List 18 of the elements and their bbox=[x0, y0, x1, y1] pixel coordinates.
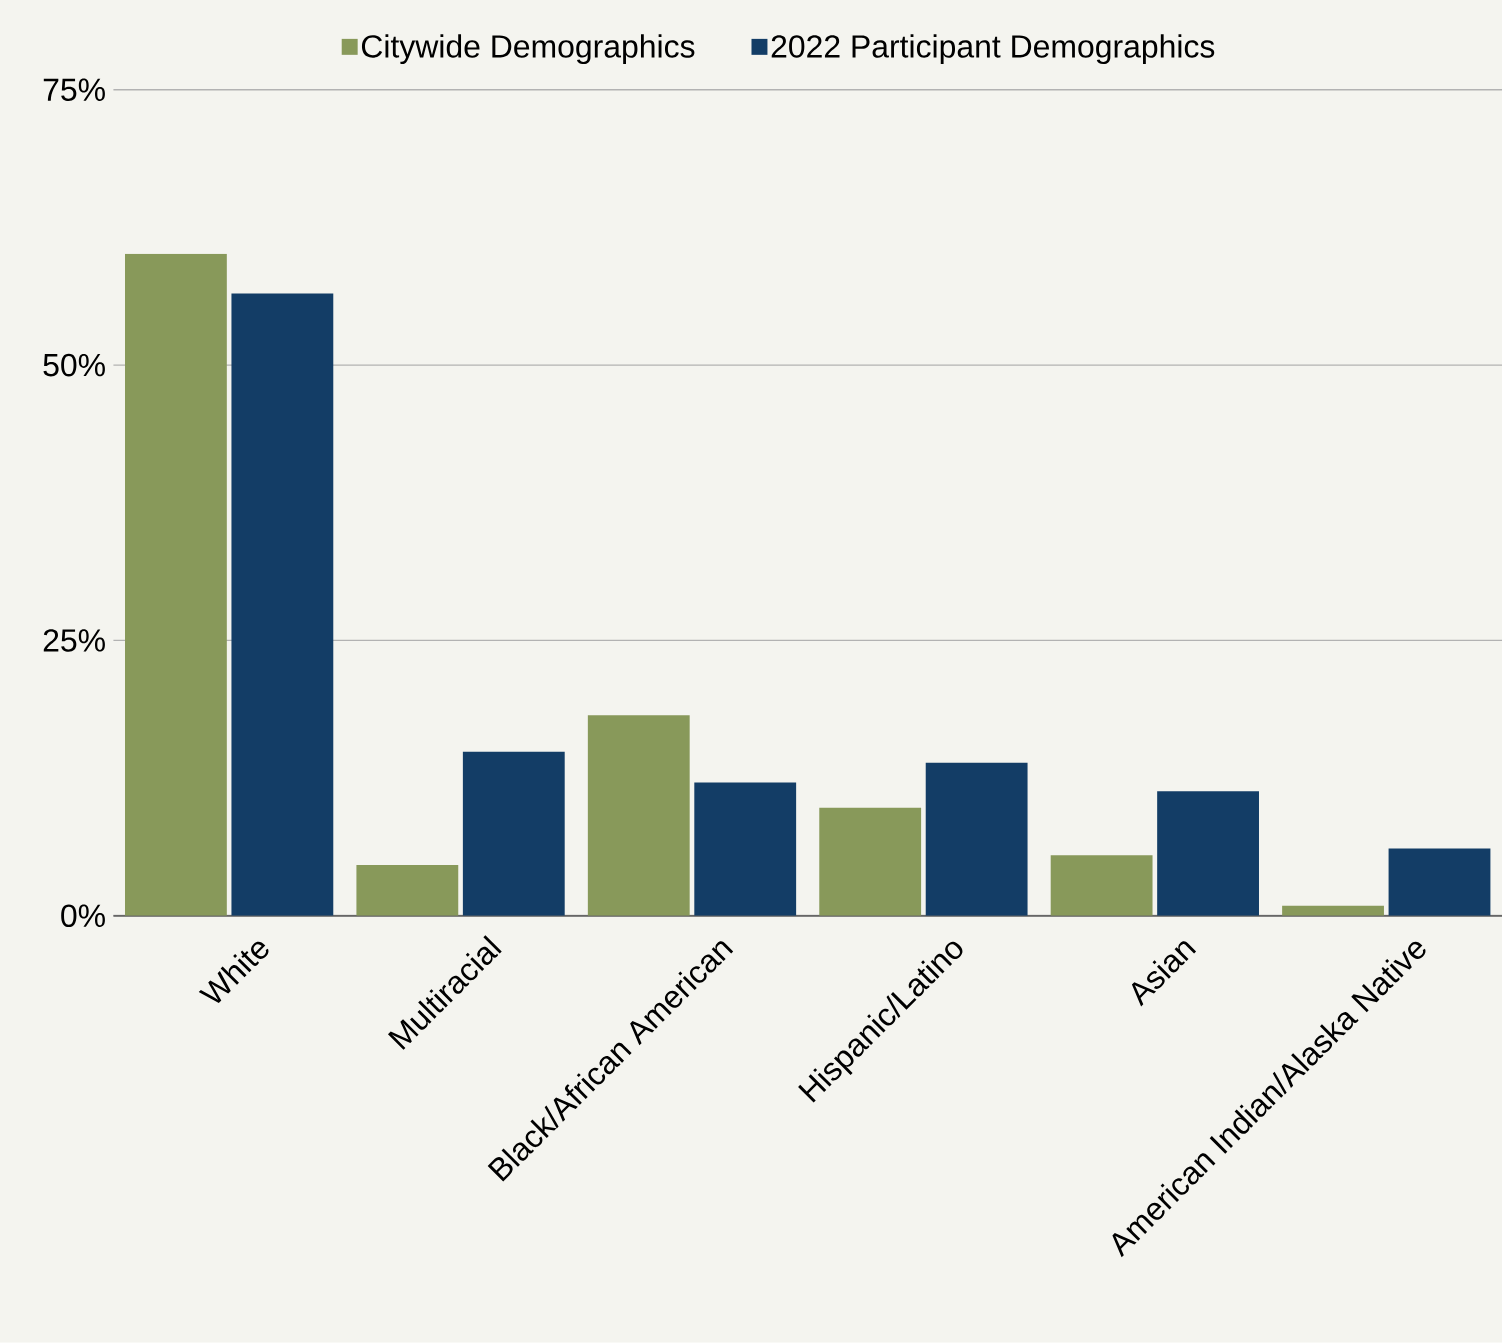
bar bbox=[587, 715, 690, 916]
y-tick-label: 50% bbox=[43, 353, 105, 377]
bar bbox=[231, 293, 334, 916]
bar bbox=[1282, 905, 1384, 916]
bar bbox=[356, 865, 459, 916]
bar bbox=[125, 254, 227, 916]
bar bbox=[819, 807, 922, 916]
bar bbox=[1157, 791, 1259, 916]
bar bbox=[694, 782, 797, 916]
bar bbox=[462, 751, 565, 916]
legend-label: Citywide Demographics bbox=[361, 34, 695, 65]
bar bbox=[1388, 848, 1491, 916]
y-tick-label: 0% bbox=[61, 904, 105, 928]
bar bbox=[925, 762, 1028, 916]
bar bbox=[1050, 855, 1153, 916]
legend-label: 2022 Participant Demographics bbox=[771, 34, 1215, 65]
y-tick-label: 25% bbox=[43, 629, 105, 652]
y-tick-label: 75% bbox=[43, 78, 105, 102]
